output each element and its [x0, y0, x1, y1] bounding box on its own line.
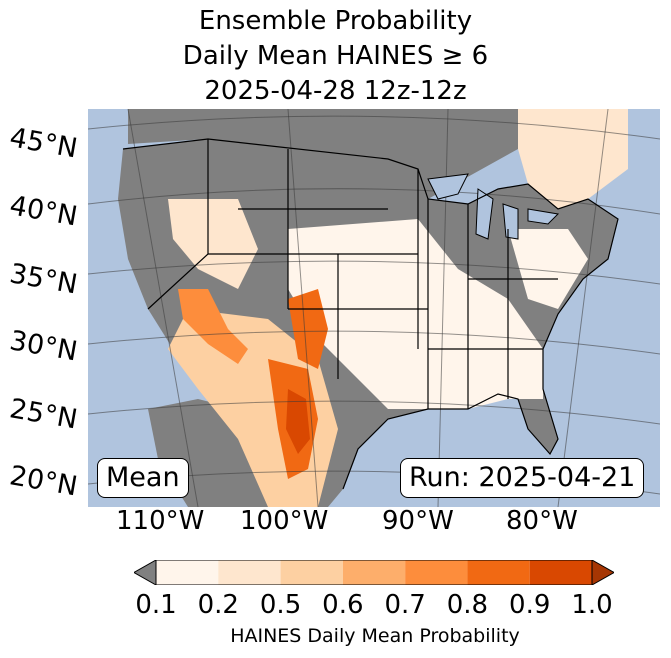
lat-label-40: 40°N: [7, 190, 80, 233]
colorbar-over-triangle: [591, 560, 614, 585]
lon-label-100: 100°W: [240, 506, 329, 536]
lat-label-30: 30°N: [7, 325, 80, 368]
colorbar-cell: [156, 560, 219, 585]
colorbar-cell: [280, 560, 343, 585]
very-high-prob: [286, 389, 310, 454]
light-prob-west: [168, 199, 258, 289]
lon-label-80: 80°W: [506, 506, 578, 536]
canada-east-land: [518, 109, 628, 209]
colorbar-tick-label: 0.6: [322, 590, 364, 620]
mean-box: Mean: [97, 458, 189, 498]
lat-label-45: 45°N: [7, 122, 80, 165]
state-borders: [122, 138, 619, 490]
colorbar-cell: [467, 560, 530, 585]
colorbar-tick-label: 0.1: [135, 590, 177, 620]
colorbar-cell: [529, 560, 592, 585]
light-prob-central: [288, 219, 543, 409]
colorbar-tick-label: 0.2: [197, 590, 239, 620]
colorbar-cell: [405, 560, 468, 585]
colorbar-cell: [342, 560, 406, 585]
colorbar-tick-label: 0.9: [509, 590, 551, 620]
lon-label-110: 110°W: [116, 506, 205, 536]
great-lakes: [427, 173, 560, 240]
colorbar-cell: [218, 560, 281, 585]
lat-label-20: 20°N: [7, 460, 80, 503]
high-prob-az: [178, 289, 248, 364]
run-box: Run: 2025-04-21: [400, 458, 645, 498]
colorbar-tick-label: 0.5: [259, 590, 302, 620]
colorbar-tick-label: 0.7: [384, 590, 426, 620]
colorbar-tick-label: 0.8: [446, 590, 489, 620]
lon-label-90: 90°W: [382, 506, 454, 536]
colorbar-under-triangle: [134, 560, 157, 585]
colorbar: [134, 560, 614, 585]
title-line-3: 2025-04-28 12z-12z: [204, 76, 467, 106]
colorbar-tick-label: 1.0: [571, 590, 613, 620]
probability-map: [88, 109, 660, 507]
colorbar-title: HAINES Daily Mean Probability: [230, 625, 520, 647]
light-prob-east: [508, 229, 588, 309]
lat-label-35: 35°N: [7, 258, 80, 301]
title-line-2: Daily Mean HAINES ≥ 6: [182, 41, 489, 71]
lat-label-25: 25°N: [7, 393, 80, 436]
title-line-1: Ensemble Probability: [198, 6, 473, 36]
